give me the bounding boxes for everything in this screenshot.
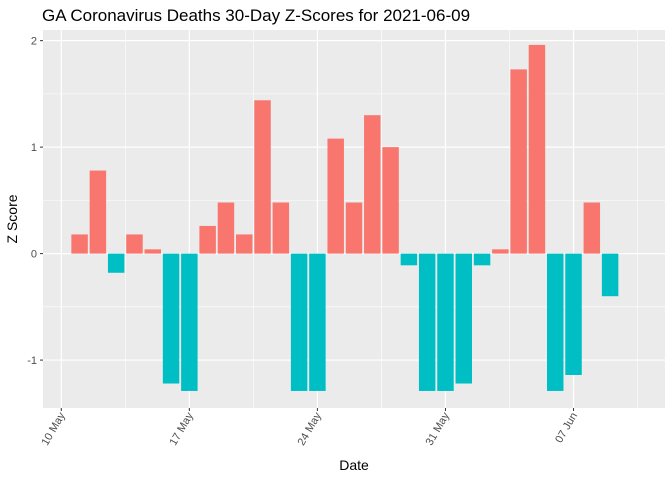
- y-tick-label: 0: [31, 249, 37, 261]
- bars: [71, 44, 619, 391]
- bar: [126, 234, 143, 254]
- bar: [382, 147, 399, 254]
- bar: [418, 253, 436, 391]
- bar: [309, 253, 326, 391]
- bar: [290, 253, 308, 391]
- bar: [254, 100, 271, 254]
- y-axis-title: Z Score: [4, 194, 20, 243]
- bar: [144, 249, 161, 254]
- x-tick-label: 24 May: [296, 410, 325, 448]
- minor-gridlines: [43, 30, 665, 408]
- bar: [364, 115, 381, 254]
- x-tick-label: 10 May: [39, 410, 68, 448]
- bar: [601, 253, 619, 297]
- x-tick-label: 07 Jun: [553, 411, 580, 446]
- bar: [473, 253, 491, 266]
- y-tick-label: 1: [31, 142, 37, 154]
- bar: [492, 249, 509, 254]
- bar: [162, 253, 180, 384]
- y-tick-label: 2: [31, 36, 37, 48]
- x-tick-label: 17 May: [168, 410, 197, 448]
- bar: [89, 170, 107, 254]
- bar: [71, 234, 88, 254]
- bar: [528, 44, 546, 254]
- bar: [400, 253, 418, 266]
- bar: [327, 138, 344, 254]
- y-axis: -1 0 1 2: [27, 36, 43, 367]
- bar: [437, 253, 454, 391]
- y-tick-label: -1: [27, 355, 37, 367]
- x-tick-label: 31 May: [424, 410, 453, 448]
- x-axis: 10 May 17 May 24 May 31 May 07 Jun: [39, 408, 580, 448]
- bar: [236, 234, 253, 254]
- bar: [107, 253, 125, 273]
- bar: [565, 253, 582, 375]
- bar: [455, 253, 472, 384]
- bar: [510, 69, 527, 254]
- bar: [583, 202, 601, 254]
- bar: [272, 202, 290, 254]
- bar: [547, 253, 564, 391]
- bar: [217, 202, 235, 254]
- x-axis-title: Date: [339, 457, 369, 473]
- bar: [345, 202, 363, 254]
- chart-title: GA Coronavirus Deaths 30-Day Z-Scores fo…: [42, 6, 471, 25]
- bar: [181, 253, 198, 391]
- bar: [199, 225, 216, 254]
